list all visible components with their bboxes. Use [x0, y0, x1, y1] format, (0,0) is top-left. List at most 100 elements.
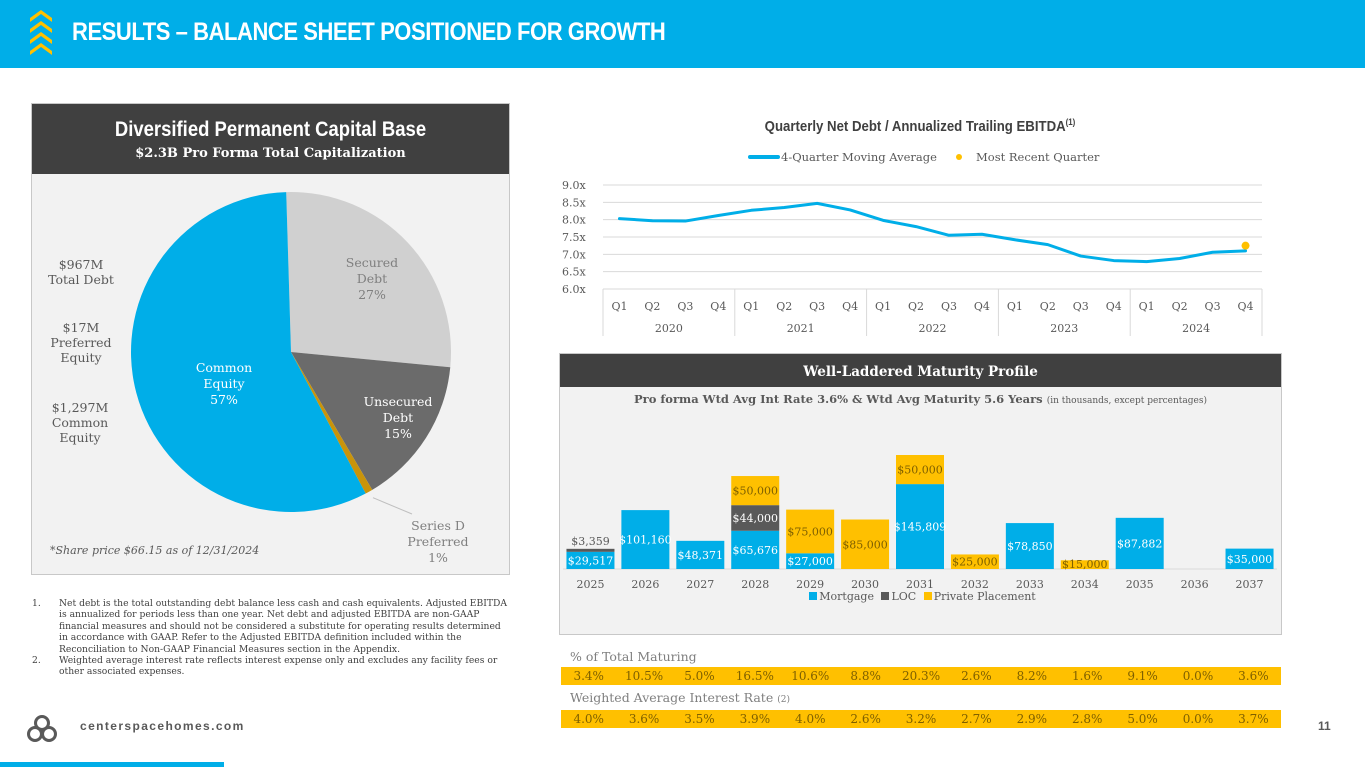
pie-label-line: 15%	[384, 426, 412, 441]
total-debt-caption: Total Debt	[48, 272, 114, 287]
x-tick-label: 2028	[741, 578, 769, 591]
pie-label-unsecured-debt: Unsecured Debt 15%	[364, 394, 433, 441]
bar-data-label: $78,850	[1007, 540, 1053, 553]
common-equity-caption-2: Equity	[59, 430, 101, 445]
bar-loc	[566, 548, 615, 552]
quarter-tick-label: Q3	[809, 300, 825, 313]
most-recent-quarter-point	[1241, 241, 1250, 250]
pct-maturing-cell: 0.0%	[1182, 669, 1214, 683]
header-bar: RESULTS – BALANCE SHEET POSITIONED FOR G…	[0, 0, 1365, 68]
pie-label-line: Secured	[346, 255, 398, 270]
year-tick-label: 2022	[919, 322, 947, 335]
bar-data-label: $27,000	[787, 555, 833, 568]
bar-mortgage	[621, 510, 670, 569]
bar-mortgage	[896, 484, 944, 569]
pct-maturing-cell: 10.6%	[791, 669, 830, 683]
legend-dot-swatch	[956, 154, 962, 160]
interest-rate-row: 4.0% 3.6% 3.5% 3.9% 4.0% 2.6% 3.2% 2.7% 2.9% 2.8%…	[561, 710, 1281, 728]
pct-maturing-cell: 3.6%	[1238, 669, 1269, 683]
y-tick-label: 8.5x	[562, 196, 586, 209]
quarter-tick-label: Q2	[1040, 300, 1056, 313]
footnote-text: Net debt is the total outstanding debt b…	[59, 598, 507, 655]
pct-maturing-cell: 9.1%	[1127, 669, 1158, 683]
bar-data-label: $50,000	[897, 464, 943, 477]
y-tick-label: 6.0x	[562, 283, 586, 296]
quarter-tick-label: Q4	[974, 300, 990, 313]
x-tick-label: 2027	[686, 578, 714, 591]
footnotes: 1. Net debt is the total outstanding deb…	[32, 598, 512, 678]
quarter-tick-label: Q3	[1073, 300, 1089, 313]
bar-data-label: $50,000	[732, 485, 778, 498]
interest-rate-cell: 3.9%	[739, 712, 771, 726]
pct-maturing-cell: 5.0%	[684, 669, 715, 683]
quarter-tick-label: Q4	[1106, 300, 1122, 313]
footnote-2: 2. Weighted average interest rate reflec…	[32, 655, 512, 678]
private-placement-swatch	[923, 592, 932, 600]
leverage-chart-title: Quarterly Net Debt / Annualized Trailing…	[603, 117, 1237, 135]
page-number: 11	[1318, 719, 1331, 733]
bar-data-label: $87,882	[1117, 537, 1163, 550]
rate-footnote-ref: (2)	[777, 695, 790, 705]
bar-loc	[731, 505, 780, 531]
bar-mortgage	[1225, 548, 1274, 569]
common-equity-amount: $1,297M	[51, 400, 109, 415]
maturity-subtitle: Pro forma Wtd Avg Int Rate 3.6% & Wtd Av…	[560, 392, 1281, 406]
common-equity-caption-1: Common	[51, 415, 109, 430]
quarter-tick-label: Q4	[1238, 300, 1254, 313]
y-tick-label: 6.5x	[562, 266, 586, 279]
footnote-text: Weighted average interest rate reflects …	[59, 655, 498, 678]
bar-data-label: $85,000	[842, 538, 888, 551]
footer-accent-bar	[0, 762, 224, 767]
interest-rate-cell: 3.7%	[1238, 712, 1269, 726]
pct-maturing-cell: 3.4%	[573, 669, 604, 683]
bar-data-label: $48,371	[678, 549, 724, 562]
capital-base-panel: Diversified Permanent Capital Base $2.3B…	[31, 103, 510, 575]
bar-mortgage	[786, 553, 835, 569]
quarter-tick-label: Q2	[776, 300, 792, 313]
bar-data-label: $25,000	[952, 556, 998, 569]
y-tick-label: 7.5x	[562, 231, 586, 244]
loc-swatch	[881, 592, 890, 600]
pct-maturing-cell: 2.6%	[961, 669, 992, 683]
pie-slice-unsecured-debt	[291, 352, 451, 490]
pie-label-line: 27%	[358, 287, 386, 302]
preferred-equity-amount: $17M	[62, 320, 100, 335]
bar-data-label: $3,359	[571, 535, 610, 548]
x-tick-label: 2025	[576, 578, 604, 591]
page-title: RESULTS – BALANCE SHEET POSITIONED FOR G…	[72, 18, 666, 46]
bar-private-placement	[786, 509, 835, 554]
pie-label-common-equity: Common Equity 57%	[196, 360, 252, 407]
quarter-tick-label: Q3	[677, 300, 693, 313]
quarter-tick-label: Q1	[1007, 300, 1023, 313]
legend-moving-average: 4-Quarter Moving Average	[748, 150, 937, 164]
bar-data-label: $29,517	[568, 554, 614, 567]
bar-private-placement	[731, 476, 780, 506]
pie-label-line: Common	[196, 360, 252, 375]
pie-label-line: Unsecured	[364, 394, 433, 409]
footnote-1: 1. Net debt is the total outstanding deb…	[32, 598, 512, 655]
y-tick-label: 8.0x	[562, 214, 586, 227]
maturity-panel-title: Well-Laddered Maturity Profile	[560, 354, 1281, 387]
maturity-subtitle-text: Pro forma Wtd Avg Int Rate 3.6% & Wtd Av…	[633, 392, 1043, 406]
footnote-number: 1.	[32, 598, 41, 609]
pct-maturing-cell: 1.6%	[1071, 669, 1103, 683]
pie-label-line: Preferred	[407, 534, 468, 549]
website-link[interactable]: centerspacehomes.com	[80, 719, 245, 733]
pct-maturing-label: % of Total Maturing	[570, 649, 697, 664]
interest-rate-cell: 2.6%	[850, 712, 881, 726]
pie-slice-series-d-preferred	[291, 352, 373, 494]
quarter-tick-label: Q4	[710, 300, 726, 313]
quarter-tick-label: Q3	[1205, 300, 1221, 313]
x-tick-label: 2029	[796, 578, 824, 591]
total-debt-amount: $967M	[58, 257, 104, 272]
leverage-line-chart: 6.0x 6.5x 7.0x 7.5x 8.0x 8.5x 9.0x Q1 Q2 Q3 Q4 2020…	[562, 179, 1263, 336]
quarter-tick-label: Q3	[941, 300, 957, 313]
year-tick-label: 2021	[787, 322, 815, 335]
mortgage-swatch	[809, 592, 818, 600]
pie-label-line: Debt	[383, 410, 413, 425]
bar-data-label: $75,000	[787, 525, 833, 538]
interest-rate-cell: 3.6%	[628, 712, 660, 726]
interest-rate-cell: 4.0%	[573, 712, 604, 726]
bar-private-placement	[1060, 560, 1109, 569]
interest-rate-cell: 2.7%	[961, 712, 992, 726]
